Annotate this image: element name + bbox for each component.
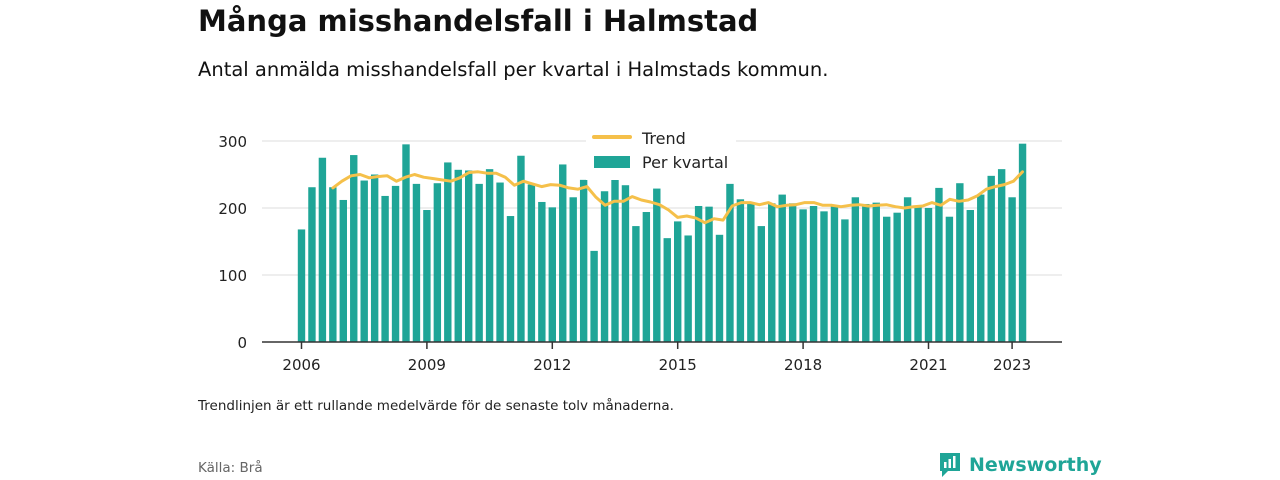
x-tick-label: 2023 [993,356,1031,374]
bar [977,194,985,342]
bar [527,184,536,342]
bar [726,183,734,342]
bar [768,203,776,342]
source-label: Källa: Brå [198,460,263,476]
bar [444,162,452,342]
x-tick-label: 2018 [784,356,822,374]
bar [820,211,828,342]
x-tick-label: 2012 [533,356,571,374]
bar [433,183,442,342]
legend-bar-label: Per kvartal [642,153,728,172]
bar [872,202,880,342]
legend-bar-swatch [594,156,630,168]
bar [663,238,671,342]
bar [370,174,379,342]
chart-note: Trendlinjen är ett rullande medelvärde f… [198,398,674,414]
legend: Trend Per kvartal [586,126,736,180]
bar [329,187,337,342]
bar [956,183,964,342]
bar [914,207,922,342]
bar [402,144,410,342]
bar [412,183,421,342]
newsworthy-logo-icon [940,453,960,477]
bar [830,205,839,342]
bar [966,210,974,342]
bar [893,212,901,342]
bar [851,197,860,342]
y-tick-label: 300 [218,133,247,151]
bar [841,219,849,342]
bar [297,229,306,342]
bar [538,201,546,342]
brand-logo[interactable]: Newsworthy [938,451,1102,479]
bar [485,169,494,342]
y-tick-label: 200 [218,200,247,218]
bar [308,187,316,342]
brand-name: Newsworthy [969,454,1102,476]
bar [684,235,692,342]
bar-series [297,143,1027,342]
bar [653,188,661,342]
chart-subtitle: Antal anmälda misshandelsfall per kvarta… [198,58,829,81]
bar [924,208,933,342]
bar [997,169,1006,342]
legend-trend-label: Trend [641,129,686,148]
bar [935,187,943,342]
bar [694,205,703,342]
x-tick-label: 2009 [408,356,446,374]
bar [715,234,724,342]
bar [778,194,786,342]
bar [506,216,515,342]
x-tick-label: 2006 [282,356,320,374]
trend-series [331,170,1024,225]
bar [475,183,483,342]
bar [496,182,504,342]
bar [1018,143,1027,342]
x-tick-label: 2015 [659,356,697,374]
bar [548,207,556,342]
bar [674,221,682,342]
bar [757,226,765,342]
bar [788,203,797,342]
bar [579,179,588,342]
bar [862,203,870,342]
chart-title: Många misshandelsfall i Halmstad [198,4,759,38]
bar [809,205,818,342]
bar [883,216,891,342]
y-axis: 0 100 200 300 [218,133,247,352]
bar [590,250,598,342]
y-tick-label: 100 [218,267,247,285]
bar [1008,197,1016,342]
trend-line [331,170,1024,225]
bar [945,216,954,342]
bar [736,199,745,342]
bar [391,185,400,342]
bar [559,164,567,342]
bar [987,175,995,342]
y-tick-label: 0 [237,334,247,352]
bar [642,212,651,342]
bar [600,191,609,342]
bar [569,197,577,342]
bar [517,155,525,342]
x-tick-label: 2021 [909,356,947,374]
bar [632,226,640,342]
bar [611,178,619,342]
bar [318,157,327,342]
bar [799,209,807,342]
x-axis: 2006 2009 2012 2015 2018 2021 2023 [262,341,1062,374]
bar [747,203,755,342]
bar [621,185,630,342]
bar [705,206,713,342]
bar [350,155,358,342]
bar [454,169,462,342]
bar [360,180,368,342]
bar [381,195,389,342]
bar [423,210,431,342]
bar [903,197,912,342]
bar [465,170,473,342]
bar [339,199,347,342]
